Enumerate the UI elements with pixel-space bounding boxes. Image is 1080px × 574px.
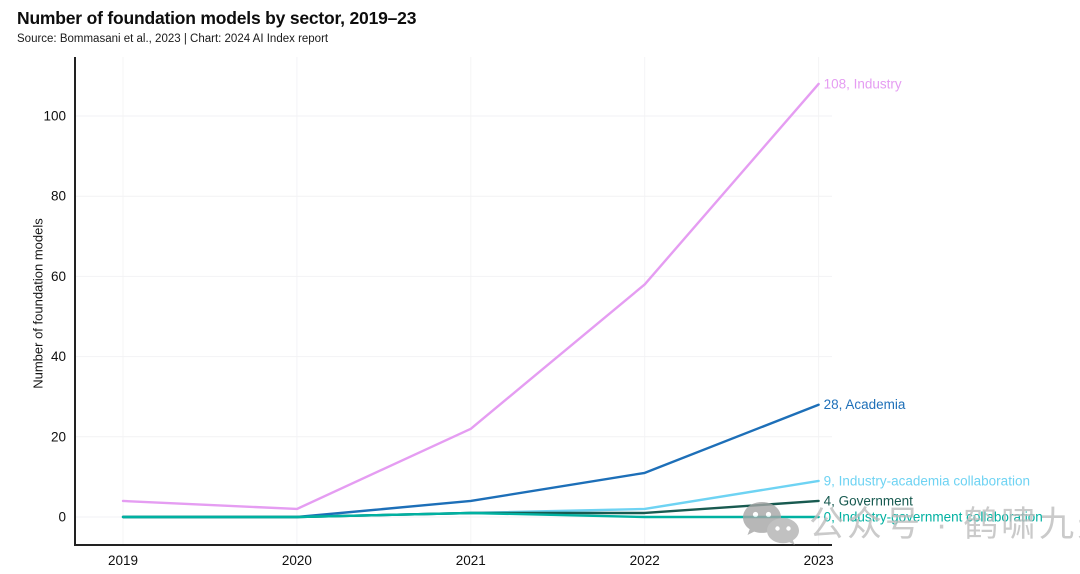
x-tick-label: 2019 <box>108 553 138 568</box>
y-tick-label: 40 <box>51 349 66 364</box>
y-tick-label: 80 <box>51 189 66 204</box>
series-end-label: 28, Academia <box>824 397 906 412</box>
chart-source: Source: Bommasani et al., 2023 | Chart: … <box>17 33 329 45</box>
y-tick-label: 100 <box>43 109 66 124</box>
x-tick-label: 2023 <box>804 553 834 568</box>
series-end-label: 9, Industry-academia collaboration <box>824 473 1030 488</box>
series-line-industry <box>121 82 820 511</box>
chart-title: Number of foundation models by sector, 2… <box>17 8 417 28</box>
x-tick-label: 2020 <box>282 553 312 568</box>
series-end-label: 108, Industry <box>824 76 902 91</box>
x-tick-label: 2021 <box>456 553 486 568</box>
y-tick-label: 60 <box>51 269 66 284</box>
series-end-label: 4, Government <box>824 493 914 508</box>
series-line-industry-government-collaboration <box>121 511 820 519</box>
y-tick-label: 20 <box>51 429 66 444</box>
series-end-label: 0, Industry-government collaboration <box>824 510 1043 525</box>
y-tick-label: 0 <box>58 510 66 525</box>
x-tick-label: 2022 <box>630 553 660 568</box>
chart-header: Number of foundation models by sector, 2… <box>17 8 416 45</box>
